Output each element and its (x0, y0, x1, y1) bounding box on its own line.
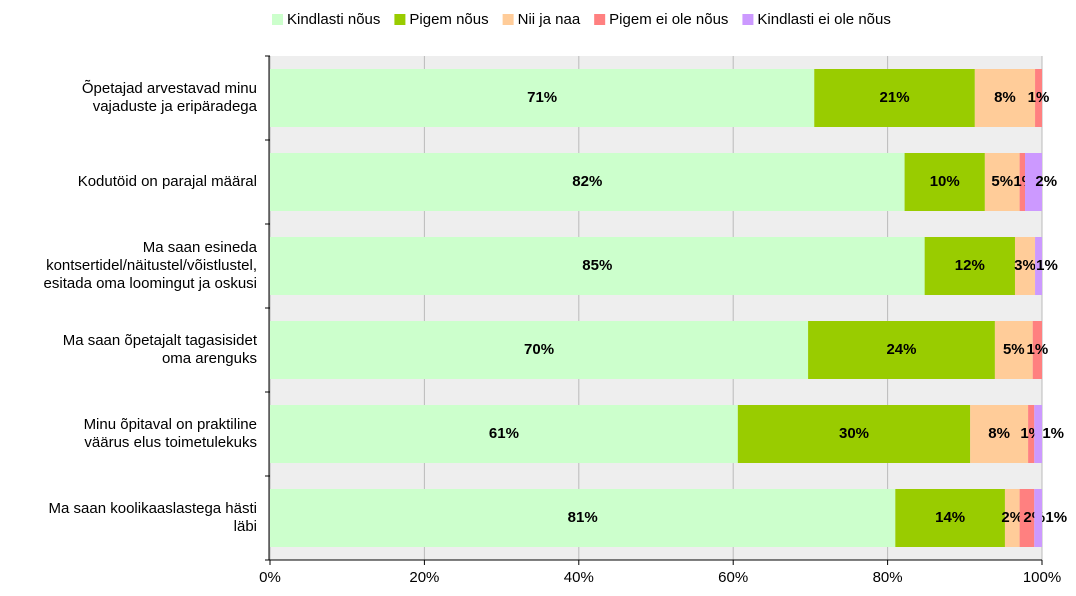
value-label: 71% (527, 89, 557, 106)
legend-swatch (594, 14, 606, 25)
value-label: 5% (1003, 341, 1025, 358)
bar-segment (270, 405, 738, 463)
y-tick-label: Ma saan esineda kontsertidel/näitustel/võ… (44, 239, 258, 292)
value-label: 30% (839, 425, 869, 442)
bar-segment (270, 69, 815, 127)
x-tick-label: 60% (718, 569, 748, 586)
value-label: 81% (568, 509, 598, 526)
bar-segment (270, 321, 809, 379)
value-label: 8% (994, 89, 1016, 106)
legend-label: Pigem ei ole nõus (609, 11, 728, 28)
bar-segment (808, 321, 995, 379)
bar-segment (1032, 321, 1042, 379)
value-label: 14% (935, 509, 965, 526)
bar-segment (994, 321, 1033, 379)
bar-segment (1035, 237, 1042, 295)
bar-segment (1025, 153, 1042, 211)
value-label: 82% (572, 173, 602, 190)
bar-segment (1004, 489, 1020, 547)
legend-label: Kindlasti ei ole nõus (757, 11, 890, 28)
value-label: 1% (1036, 257, 1058, 274)
y-tick-label: Ma saan koolikaaslastega hästi läbi (49, 500, 257, 535)
legend-swatch (502, 14, 514, 25)
value-label: 3% (1014, 257, 1036, 274)
value-label: 1% (1028, 89, 1050, 106)
bar-segment (737, 405, 971, 463)
bar-segment (970, 405, 1029, 463)
plot-area (270, 56, 1042, 560)
bar-segment (1019, 489, 1035, 547)
bar-segment (904, 153, 985, 211)
bar-segment (270, 489, 896, 547)
bar-segment (270, 237, 925, 295)
y-tick-label: Ma saan õpetajalt tagasisidet oma arenguk… (63, 332, 258, 367)
value-label: 2% (1001, 509, 1023, 526)
y-tick-label: Õpetajad arvestavad minu vajaduste ja eri… (82, 80, 258, 115)
bar-segment (1028, 405, 1035, 463)
bar-segment (1014, 237, 1036, 295)
bar-segment (814, 69, 975, 127)
value-label: 8% (988, 425, 1010, 442)
bar-segment (974, 69, 1036, 127)
legend-label: Pigem nõus (409, 11, 488, 28)
bar-segment (270, 153, 905, 211)
x-tick-label: 80% (873, 569, 903, 586)
bar-segment (1034, 489, 1042, 547)
y-tick-label: Kodutöid on parajal määral (78, 173, 257, 190)
value-label: 2% (1035, 173, 1057, 190)
bar-segment (1035, 69, 1042, 127)
legend-swatch (394, 14, 406, 25)
value-label: 10% (930, 173, 960, 190)
value-label: 5% (991, 173, 1013, 190)
value-label: 1% (1045, 509, 1067, 526)
x-tick-label: 0% (259, 569, 281, 586)
value-label: 24% (886, 341, 916, 358)
bar-segment (984, 153, 1020, 211)
y-tick-label: Minu õpitaval on praktiline väärus elus t… (84, 416, 257, 451)
value-label: 12% (955, 257, 985, 274)
value-label: 70% (524, 341, 554, 358)
x-tick-label: 20% (409, 569, 439, 586)
x-tick-label: 100% (1023, 569, 1061, 586)
value-label: 61% (489, 425, 519, 442)
value-label: 21% (880, 89, 910, 106)
value-label: 1% (1027, 341, 1049, 358)
bar-segment (1034, 405, 1042, 463)
value-label: 85% (582, 257, 612, 274)
bar-segment (1019, 153, 1026, 211)
legend-label: Kindlasti nõus (287, 11, 380, 28)
bar-segment (895, 489, 1005, 547)
bar-segment (924, 237, 1015, 295)
value-label: 1% (1042, 425, 1064, 442)
legend-swatch (742, 14, 754, 25)
x-tick-label: 40% (564, 569, 594, 586)
legend-label: Nii ja naa (518, 11, 581, 28)
legend-swatch (272, 14, 283, 25)
